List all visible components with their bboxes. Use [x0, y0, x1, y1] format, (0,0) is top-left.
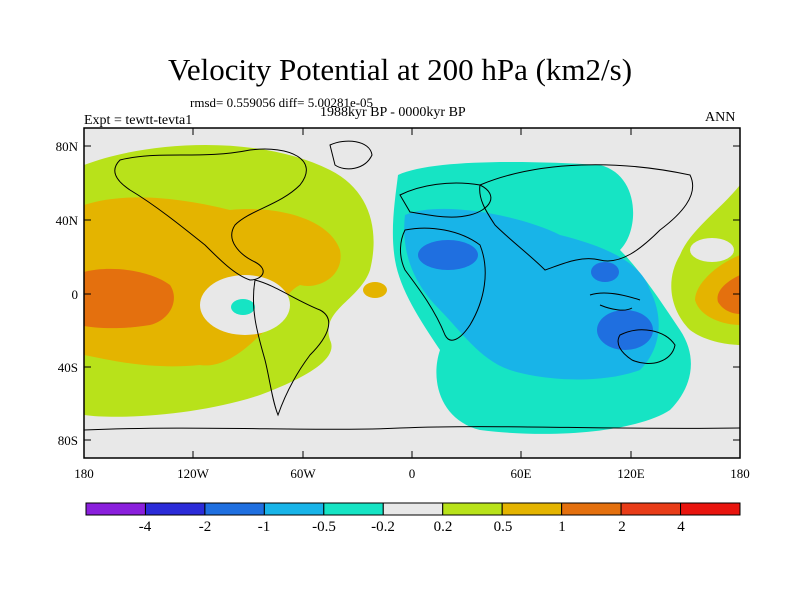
colorbar-label: 1 — [558, 519, 566, 535]
colorbar-box — [263, 502, 325, 516]
x-tick-label: 0 — [408, 466, 416, 481]
colorbar-label: 0.2 — [433, 519, 453, 535]
x-tick-label: 180 — [74, 466, 94, 481]
colorbar-label: 4 — [677, 519, 685, 535]
x-tick-label: 180 — [730, 466, 750, 481]
field-pos-strong-eastpac — [717, 275, 740, 314]
colorbar-label: -0.5 — [312, 519, 336, 535]
rmsd-stats: rmsd= 0.559056 diff= 5.00281e-05 — [190, 95, 374, 110]
field-neg-strong-asia — [591, 262, 619, 282]
tick-marks — [83, 128, 741, 458]
y-tick-label: 40N — [55, 213, 78, 228]
y-tick-label: 40S — [57, 360, 78, 375]
figure-title: Velocity Potential at 200 hPa (km2/s) — [167, 52, 633, 87]
field-neutral-eastpac — [690, 238, 734, 262]
colorbar-box — [620, 502, 682, 516]
coastlines — [84, 140, 740, 431]
x-tick-label: 60E — [510, 466, 532, 481]
x-tick-label: 120W — [177, 466, 209, 481]
colorbar-box — [382, 502, 444, 516]
colorbar-label: -4 — [138, 519, 152, 535]
colorbar-label: -2 — [198, 519, 212, 535]
experiment-label: Expt = tewtt-tevta1 — [84, 113, 193, 128]
colorbar-box — [204, 502, 265, 516]
field-pos-mod-atlantic — [363, 282, 387, 298]
colorbar-box — [680, 502, 741, 516]
colorbar-label: -1 — [257, 519, 271, 535]
colorbar-box — [85, 502, 146, 516]
colorbar-label: 2 — [618, 519, 626, 535]
colorbar-label: 0.5 — [493, 519, 513, 535]
colorbar-label: -0.2 — [371, 519, 395, 535]
colorbar — [85, 502, 741, 516]
y-tick-label: 80S — [57, 433, 78, 448]
field-neg-strong-africa — [418, 240, 478, 270]
colorbar-box — [144, 502, 206, 516]
y-tick-label: 80N — [55, 139, 78, 154]
y-tick-label: 0 — [71, 287, 79, 302]
field-pos-strong-west — [84, 268, 174, 329]
colorbar-box — [442, 502, 503, 516]
period-label: 1988kyr BP - 0000kyr BP — [320, 105, 466, 120]
colorbar-box — [323, 502, 384, 516]
x-tick-label: 120E — [617, 466, 645, 481]
colorbar-box — [561, 502, 622, 516]
field-neg-pacific — [231, 299, 255, 315]
x-tick-label: 60W — [290, 466, 316, 481]
season-label: ANN — [705, 110, 736, 125]
colorbar-box — [501, 502, 563, 516]
field-neg-strong-indian — [597, 310, 653, 350]
